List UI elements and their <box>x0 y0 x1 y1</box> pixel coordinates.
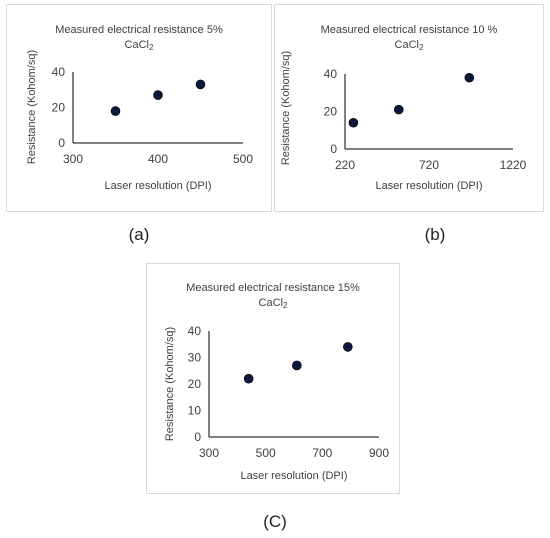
chart-title: Measured electrical resistance 15% CaCl2 <box>147 281 399 311</box>
chart-panel-a: Measured electrical resistance 5% CaCl2 … <box>6 4 272 212</box>
chart-title: Measured electrical resistance 5% CaCl2 <box>7 23 271 53</box>
y-axis-label: Resistance (Kohom/sq) <box>164 327 176 441</box>
chart-panel-c: Measured electrical resistance 15% CaCl2… <box>146 263 400 494</box>
chart-title-line1: Measured electrical resistance 10 % <box>320 24 498 36</box>
chart-plot: 300 400 500 0 20 40 Laser resolution (DPI) Resi… <box>26 50 253 192</box>
x-tick-label: 500 <box>233 152 253 166</box>
chart-title-line2: CaCl2 <box>147 296 399 311</box>
y-tick-label: 40 <box>188 324 202 338</box>
x-tick-label: 300 <box>199 446 219 460</box>
chart-plot: 300 500 700 900 0 10 20 30 40 Laser resolution (D… <box>164 324 389 482</box>
data-point <box>348 117 359 128</box>
y-tick-label: 30 <box>188 351 202 365</box>
title-subscript: 2 <box>419 43 424 52</box>
data-point <box>343 342 353 352</box>
data-point <box>110 106 121 116</box>
chart-caption: (C) <box>263 512 287 531</box>
x-axis-label: Laser resolution (DPI) <box>376 180 483 192</box>
y-tick-label: 20 <box>52 101 66 115</box>
data-point <box>153 90 163 100</box>
x-tick-label: 900 <box>369 446 389 460</box>
chart-title-line1: Measured electrical resistance 5% <box>55 24 223 36</box>
y-axis-label: Resistance (Kohom/sq) <box>280 51 292 165</box>
chart-plot: 220 720 1220 0 20 40 Laser resolution (DPI) Res… <box>280 51 527 192</box>
chart-caption: (b) <box>424 225 446 244</box>
chart-title-line2: CaCl2 <box>7 38 271 53</box>
data-point <box>292 360 302 371</box>
y-tick-label: 10 <box>188 404 202 418</box>
chart-title-line1: Measured electrical resistance 15% <box>186 282 360 294</box>
y-tick-label: 0 <box>194 430 201 444</box>
x-tick-label: 500 <box>256 446 276 460</box>
x-tick-label: 700 <box>312 446 332 460</box>
y-axis-label: Resistance (Kohom/sq) <box>26 50 38 164</box>
title-compound: CaCl <box>124 39 149 51</box>
data-point <box>464 72 475 83</box>
data-point <box>393 104 404 115</box>
x-tick-label: 300 <box>63 152 83 166</box>
x-tick-label: 220 <box>335 158 355 172</box>
data-point <box>195 79 206 90</box>
x-axis-label: Laser resolution (DPI) <box>105 180 212 192</box>
y-tick-label: 20 <box>188 377 202 391</box>
y-tick-label: 0 <box>58 136 65 150</box>
chart-caption: (a) <box>128 225 150 244</box>
x-tick-label: 400 <box>148 152 168 166</box>
x-tick-label: 1220 <box>500 158 527 172</box>
y-tick-label: 40 <box>52 65 66 79</box>
title-compound: CaCl <box>258 297 283 309</box>
y-tick-label: 40 <box>324 67 338 81</box>
data-point <box>243 373 254 384</box>
chart-title: Measured electrical resistance 10 % CaCl… <box>275 23 543 53</box>
title-subscript: 2 <box>149 43 154 52</box>
y-tick-label: 0 <box>330 142 337 156</box>
title-compound: CaCl <box>394 39 419 51</box>
chart-title-line2: CaCl2 <box>275 38 543 53</box>
chart-panel-b: Measured electrical resistance 10 % CaCl… <box>274 4 544 212</box>
x-axis-label: Laser resolution (DPI) <box>241 470 348 482</box>
x-tick-label: 720 <box>419 158 439 172</box>
title-subscript: 2 <box>283 301 288 310</box>
y-tick-label: 20 <box>324 105 338 119</box>
